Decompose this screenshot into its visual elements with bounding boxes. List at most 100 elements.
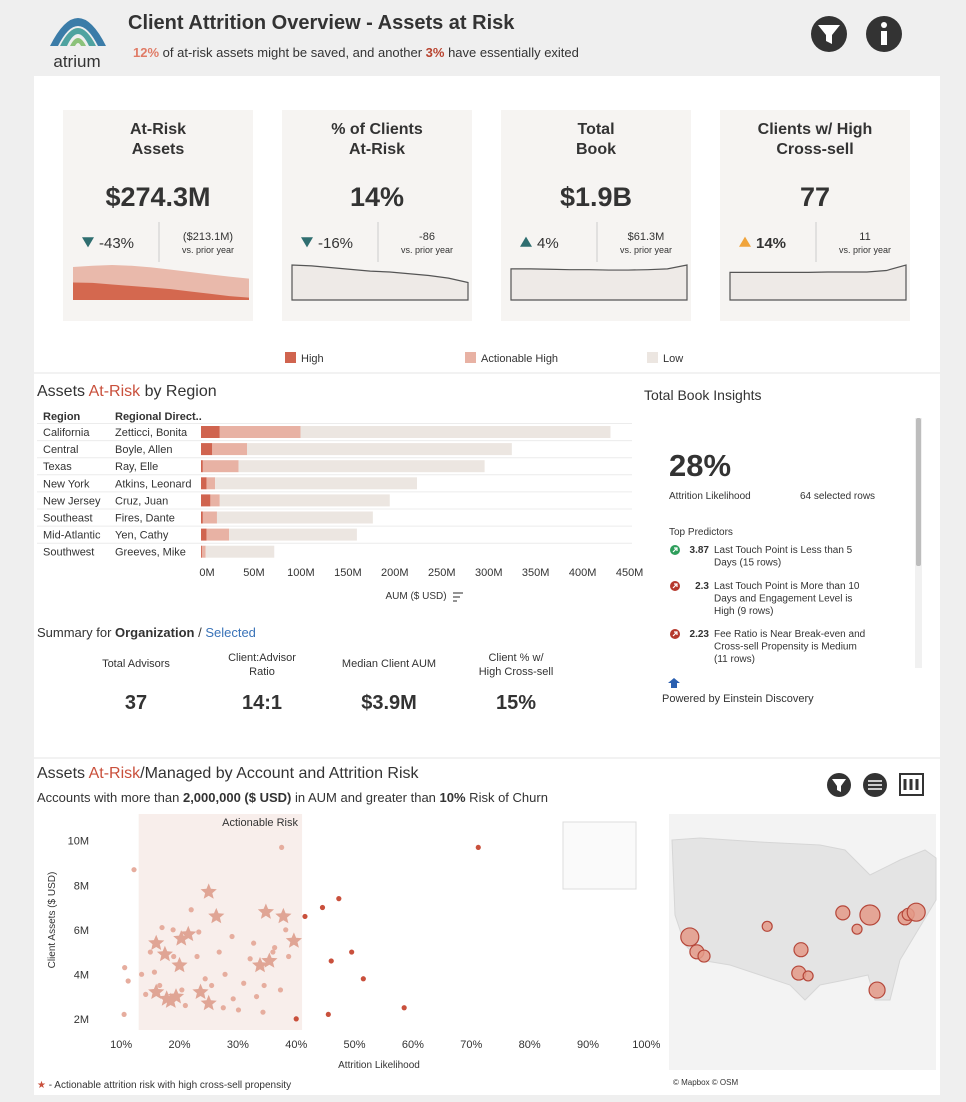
scatter-point — [261, 982, 267, 989]
text-line: % of Clients — [331, 121, 423, 138]
einstein-icon — [668, 678, 680, 688]
bar-segment — [201, 426, 220, 438]
scatter-star — [148, 983, 165, 999]
inset-overview — [562, 821, 637, 890]
bar-segment — [201, 494, 211, 507]
x-tick-label: 0M — [199, 567, 214, 579]
sort-icon[interactable] — [453, 592, 463, 602]
bar-segment — [201, 545, 202, 558]
kpi-prior-change: 11 — [859, 231, 870, 243]
legend-label: Actionable High — [481, 353, 558, 365]
scatter-point — [247, 956, 253, 962]
map-bubble — [680, 927, 700, 947]
scatter-point — [302, 913, 308, 920]
scatter-point — [209, 982, 215, 989]
kpi-title: Clients w/ High Cross-sell — [758, 121, 873, 158]
filter-button[interactable] — [811, 16, 847, 52]
kpi-prior-change: ($213.1M) — [183, 231, 233, 243]
insights-value: 28% — [669, 448, 731, 483]
scatter-point — [235, 1007, 242, 1013]
map-bubble — [906, 902, 926, 922]
text-part: Risk of Churn — [466, 790, 548, 805]
text-line: Fee Ratio is Near Break-even and — [714, 629, 865, 640]
x-tick-label: 350M — [522, 567, 550, 579]
subtitle-text: of at-risk assets might be saved, and an… — [159, 45, 426, 60]
x-tick-label: 100M — [287, 567, 315, 579]
columns-glyph[interactable] — [903, 779, 919, 790]
predictor-value: 3.87 — [690, 545, 710, 556]
scatter-point — [143, 991, 149, 997]
text-line: At-Risk — [349, 141, 405, 158]
x-axis-title: AUM ($ USD) — [385, 591, 446, 602]
x-tick-label: 40% — [285, 1039, 307, 1051]
insights-value-label: Attrition Likelihood — [669, 491, 751, 502]
info-glyph[interactable] — [881, 31, 887, 45]
x-tick-label: 200M — [381, 567, 409, 579]
scatter-star — [192, 983, 209, 999]
bar-segment — [206, 528, 230, 541]
predictors-title: Top Predictors — [669, 527, 733, 538]
filter-glyph[interactable] — [832, 779, 846, 792]
settings-glyph[interactable] — [868, 780, 882, 790]
text-line: Total — [577, 121, 614, 138]
x-tick-label: 150M — [334, 567, 362, 579]
info-button[interactable] — [866, 16, 902, 52]
legend-label: Low — [663, 353, 683, 365]
text-line: Last Touch Point is More than 10 — [714, 581, 860, 592]
scatter-point — [229, 933, 235, 940]
subtitle-highlight: 12% — [133, 45, 159, 60]
kpi-arrow — [739, 236, 751, 247]
scatter-point — [138, 971, 145, 977]
text-part: Accounts with more than — [37, 790, 183, 805]
insights-rows: 64 selected rows — [800, 491, 875, 502]
kpi-prior-change: $61.3M — [628, 231, 665, 243]
legend-label: High — [301, 353, 324, 365]
scatter-point — [157, 982, 163, 989]
bar-segment — [201, 545, 206, 558]
x-tick-label: 80% — [519, 1039, 541, 1051]
y-tick-label: 4M — [74, 969, 89, 981]
text-line: At-Risk — [130, 121, 186, 138]
director-label: Fires, Dante — [115, 513, 175, 525]
scatter-star — [156, 945, 173, 962]
legend-swatch — [285, 352, 296, 363]
x-tick-label: 70% — [460, 1039, 482, 1051]
region-label: New Jersey — [43, 495, 101, 507]
kpi-trend — [291, 264, 469, 301]
text-part: Assets — [37, 383, 89, 400]
director-label: Cruz, Juan — [115, 495, 168, 507]
text-part: Assets — [37, 765, 89, 782]
scatter-point — [401, 1005, 407, 1011]
kpi-arrow — [520, 236, 532, 247]
x-tick-label: 90% — [577, 1039, 599, 1051]
scatter-point — [293, 1016, 299, 1022]
scatter-point — [121, 1011, 127, 1018]
director-label: Greeves, Mike — [115, 547, 186, 559]
metric-label: Total Advisors — [102, 658, 170, 670]
bar-segment — [219, 426, 301, 438]
text-part: At-Risk — [89, 765, 142, 782]
x-tick-label: 60% — [402, 1039, 424, 1051]
scatter-star — [200, 883, 217, 899]
bar-segment — [205, 545, 275, 558]
scatter-point — [122, 965, 128, 971]
logo — [50, 18, 106, 46]
text-part: in AUM and greater than — [291, 790, 439, 805]
map-bubble — [761, 920, 773, 932]
predictor-value: 2.3 — [695, 581, 709, 592]
scrollbar-thumb[interactable] — [916, 418, 921, 566]
metric-value: 15% — [496, 692, 536, 714]
x-tick-label: 50% — [344, 1039, 366, 1051]
scatter-point — [241, 980, 247, 986]
scatter-star — [171, 956, 188, 973]
text-line: Client % w/ — [488, 652, 544, 664]
scatter-star — [261, 952, 278, 968]
predictor-glyph — [672, 631, 678, 637]
y-tick-label: 10M — [68, 836, 89, 848]
filter-glyph[interactable] — [818, 25, 840, 44]
director-label: Atkins, Leonard — [115, 478, 191, 490]
info-glyph[interactable] — [881, 22, 887, 28]
scatter-point — [251, 940, 257, 946]
metric-label: Client:Advisor Ratio — [228, 652, 296, 678]
bar-segment — [201, 443, 213, 456]
